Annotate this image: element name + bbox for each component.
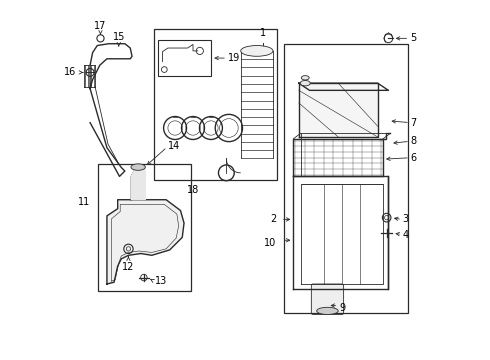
Text: 4: 4: [403, 230, 409, 239]
Bar: [153, 30, 277, 180]
Text: 6: 6: [411, 153, 417, 163]
Text: 14: 14: [168, 141, 180, 151]
Text: 17: 17: [94, 21, 107, 31]
Text: 10: 10: [264, 238, 276, 248]
Polygon shape: [107, 200, 184, 284]
Text: 3: 3: [403, 215, 409, 224]
Ellipse shape: [131, 164, 146, 170]
Text: 19: 19: [228, 53, 240, 63]
Text: 13: 13: [155, 276, 167, 286]
Text: 12: 12: [122, 262, 135, 272]
Text: 15: 15: [113, 32, 125, 42]
Ellipse shape: [300, 81, 310, 86]
FancyBboxPatch shape: [311, 284, 343, 315]
Ellipse shape: [241, 45, 273, 56]
Ellipse shape: [301, 76, 309, 80]
Polygon shape: [131, 165, 146, 200]
Text: 16: 16: [64, 67, 76, 77]
Bar: [158, 40, 211, 76]
Bar: [98, 164, 191, 291]
Text: 1: 1: [260, 28, 266, 39]
Text: 7: 7: [411, 118, 417, 128]
Ellipse shape: [317, 307, 338, 315]
Text: 9: 9: [339, 303, 345, 313]
Polygon shape: [299, 83, 378, 137]
Bar: [285, 44, 408, 313]
Text: 5: 5: [410, 33, 416, 43]
Text: 8: 8: [411, 136, 417, 146]
Text: 11: 11: [78, 197, 90, 207]
Text: 18: 18: [187, 185, 199, 195]
Text: 2: 2: [270, 215, 276, 224]
